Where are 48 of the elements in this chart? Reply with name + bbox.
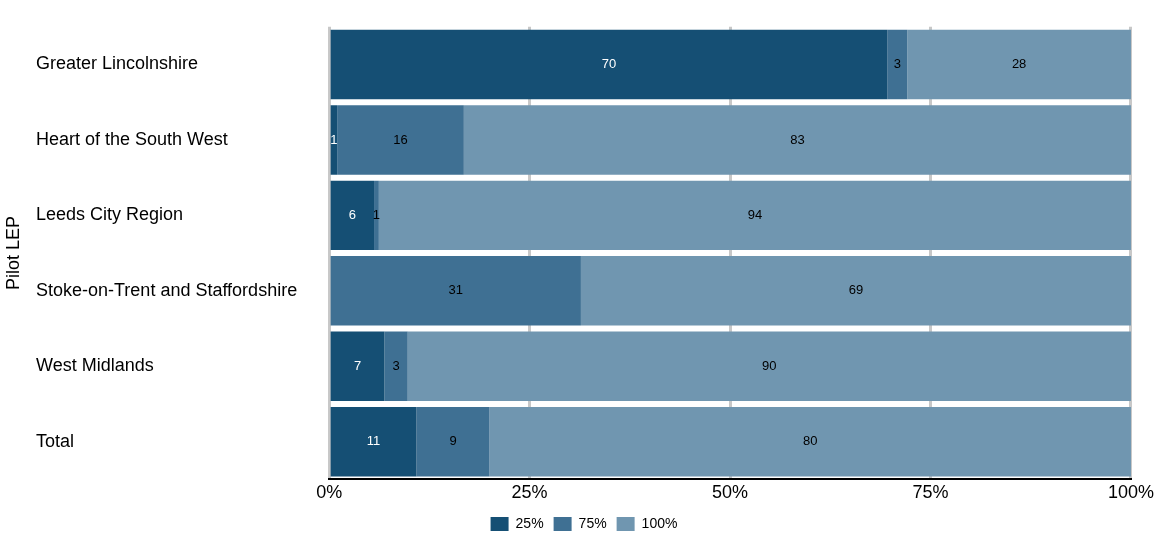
x-tick-label: 75% [912, 482, 949, 503]
y-tick-label: Heart of the South West [36, 128, 228, 149]
bar [374, 180, 379, 251]
data-label: 11 [366, 433, 381, 449]
bar [463, 105, 1131, 175]
data-label: 3 [392, 357, 400, 373]
data-label: 94 [747, 206, 763, 222]
x-tick-label: 100% [1107, 482, 1154, 503]
bar [384, 331, 408, 401]
bar [330, 29, 888, 100]
bar [330, 406, 417, 477]
y-tick-label: Greater Lincolnshire [36, 53, 199, 74]
data-label: 70 [601, 56, 617, 72]
data-label: 3 [893, 56, 901, 72]
bar [407, 331, 1131, 401]
data-label: 80 [803, 433, 818, 449]
bar [907, 29, 1131, 100]
bar [416, 406, 490, 477]
bar [489, 406, 1131, 477]
y-tick-label: Total [36, 430, 75, 451]
data-label: 16 [393, 131, 408, 147]
data-label: 9 [449, 433, 457, 449]
bar [330, 180, 375, 251]
data-label: 69 [848, 282, 864, 298]
bar [378, 180, 1131, 251]
data-label: 6 [348, 206, 356, 222]
legend-label: 25% [515, 514, 544, 531]
bar [337, 105, 464, 175]
data-label: 31 [448, 282, 464, 298]
y-tick-label: West Midlands [36, 355, 154, 376]
x-tick-label: 25% [511, 482, 548, 503]
legend-label: 75% [578, 514, 607, 531]
bar [330, 256, 581, 326]
x-tick-label: 50% [712, 482, 749, 503]
y-tick-label: Leeds City Region [36, 204, 184, 225]
y-tick-label: Stoke-on-Trent and Staffordshire [36, 279, 298, 300]
data-label: 1 [372, 206, 381, 222]
data-label: 1 [330, 131, 338, 147]
data-label: 7 [353, 357, 362, 373]
bar [330, 331, 385, 401]
legend-label: 100% [641, 514, 678, 531]
data-label: 83 [790, 131, 805, 147]
data-label: 90 [762, 357, 777, 373]
bar [887, 29, 908, 100]
data-label: 28 [1011, 56, 1027, 72]
bar [580, 256, 1131, 326]
y-axis-title: Pilot LEP [2, 216, 23, 291]
x-tick-label: 0% [316, 482, 343, 503]
